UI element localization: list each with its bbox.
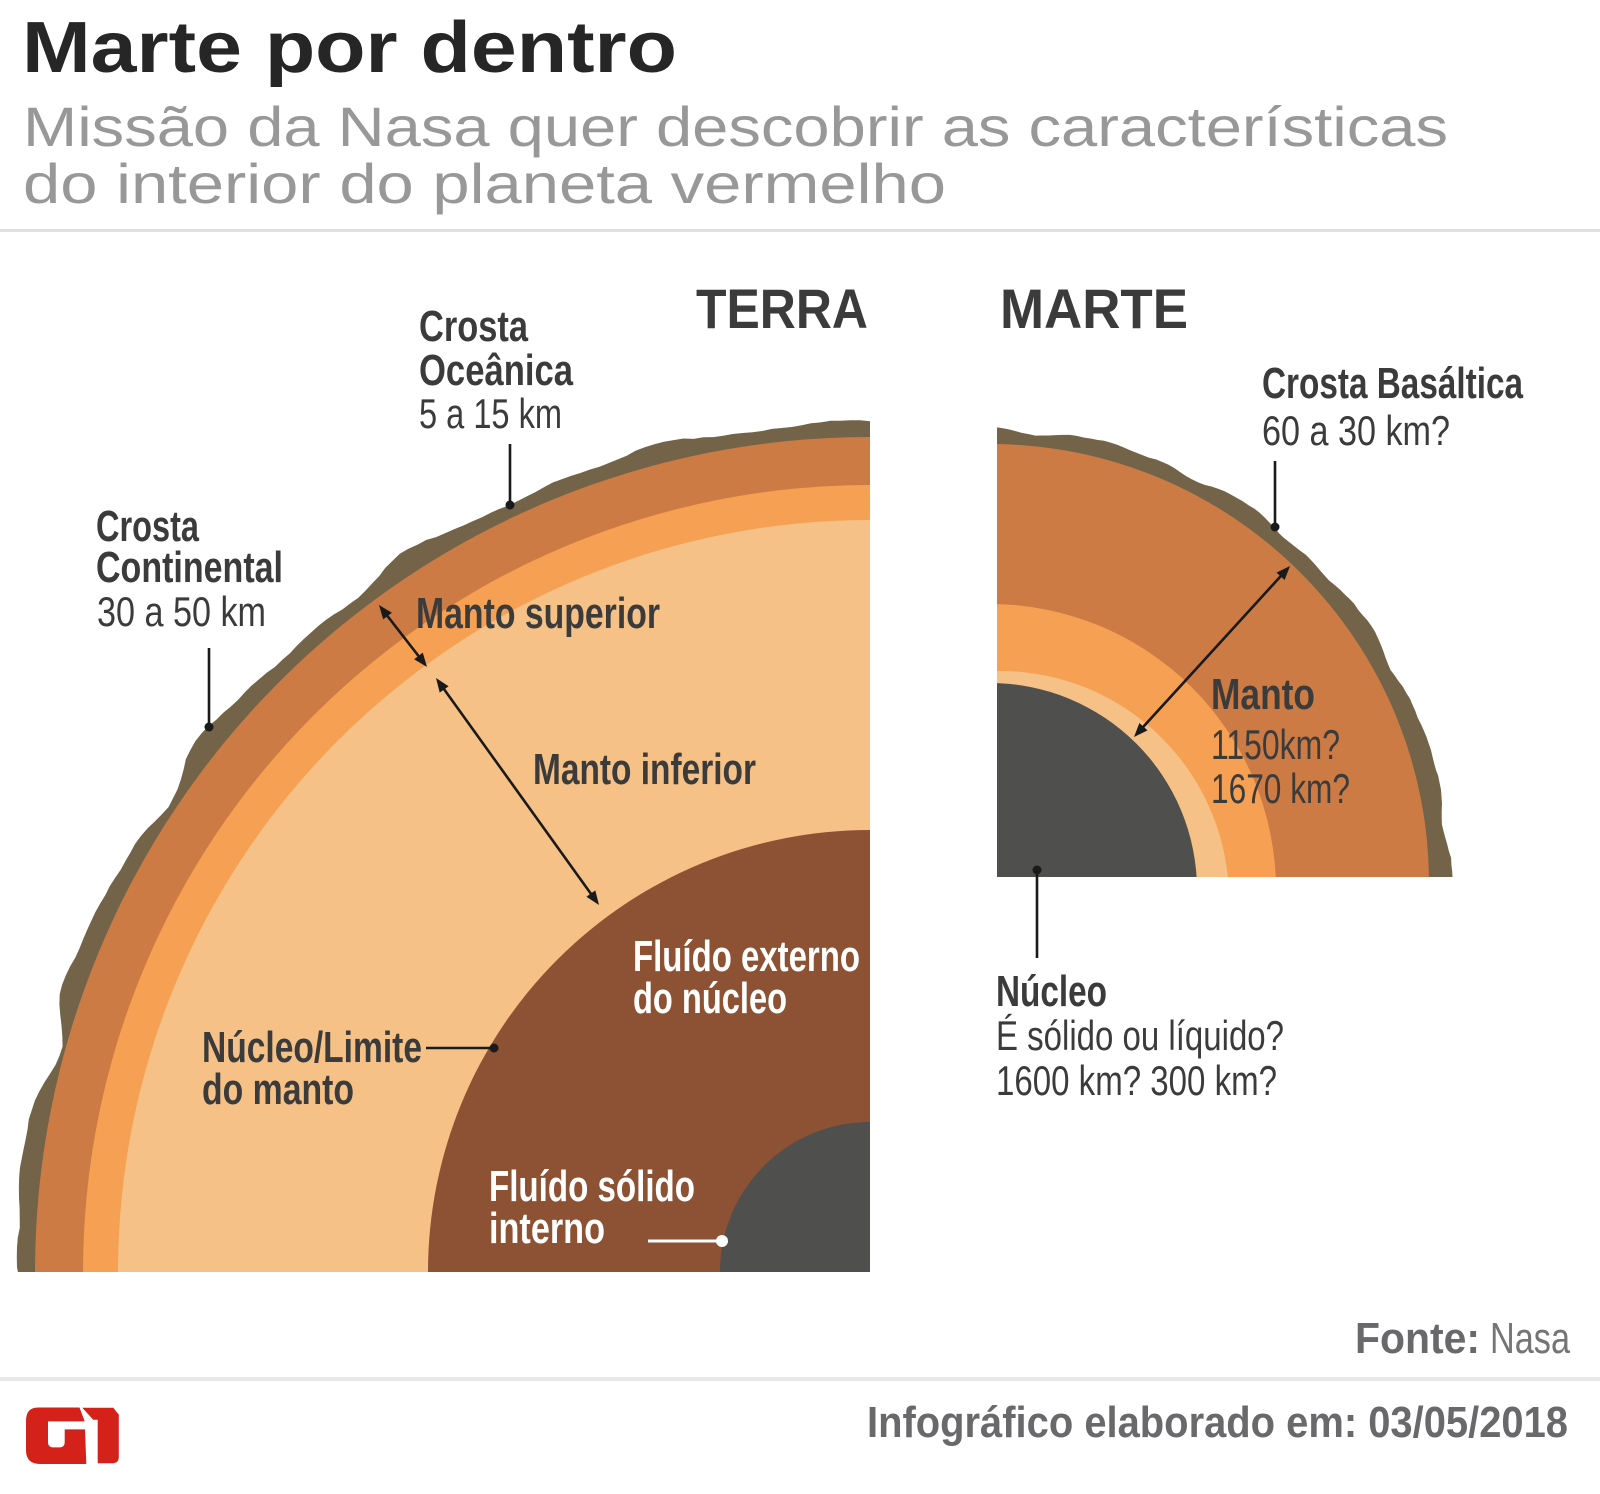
svg-text:Nasa: Nasa [1490,1314,1570,1363]
svg-text:MARTE: MARTE [1000,277,1188,340]
svg-text:Fonte:: Fonte: [1355,1314,1480,1363]
svg-text:Marte por dentro: Marte por dentro [22,8,677,88]
svg-text:1600 km? 300 km?: 1600 km? 300 km? [996,1057,1277,1104]
svg-text:Crosta: Crosta [96,502,199,551]
svg-text:interno: interno [489,1204,605,1253]
svg-text:1670 km?: 1670 km? [1211,765,1350,812]
svg-text:É sólido ou líquido?: É sólido ou líquido? [996,1012,1284,1059]
svg-text:Missão da Nasa quer descobrir: Missão da Nasa quer descobrir as caracte… [23,95,1448,158]
svg-text:Oceânica: Oceânica [419,346,573,395]
svg-text:5 a 15 km: 5 a 15 km [419,390,562,437]
svg-text:Manto inferior: Manto inferior [533,745,756,794]
svg-text:60 a 30 km?: 60 a 30 km? [1262,407,1450,454]
svg-text:Crosta: Crosta [419,302,528,351]
svg-text:Fluído externo: Fluído externo [633,932,860,981]
svg-text:1150km?: 1150km? [1211,721,1340,768]
svg-text:30 a 50 km: 30 a 50 km [97,588,266,635]
svg-text:Crosta Basáltica: Crosta Basáltica [1262,359,1523,408]
svg-text:do núcleo: do núcleo [633,974,787,1023]
svg-text:Continental: Continental [96,543,283,592]
svg-text:do manto: do manto [202,1065,354,1114]
svg-text:Manto: Manto [1211,670,1315,719]
svg-text:Fluído sólido: Fluído sólido [489,1162,695,1211]
svg-text:Núcleo: Núcleo [996,967,1107,1016]
svg-text:Núcleo/Limite: Núcleo/Limite [202,1023,422,1072]
svg-text:TERRA: TERRA [696,277,868,340]
svg-text:do interior do planeta vermelh: do interior do planeta vermelho [23,152,946,215]
svg-text:Manto superior: Manto superior [416,589,660,638]
svg-text:Infográfico elaborado em: 03/0: Infográfico elaborado em: 03/05/2018 [867,1398,1568,1447]
